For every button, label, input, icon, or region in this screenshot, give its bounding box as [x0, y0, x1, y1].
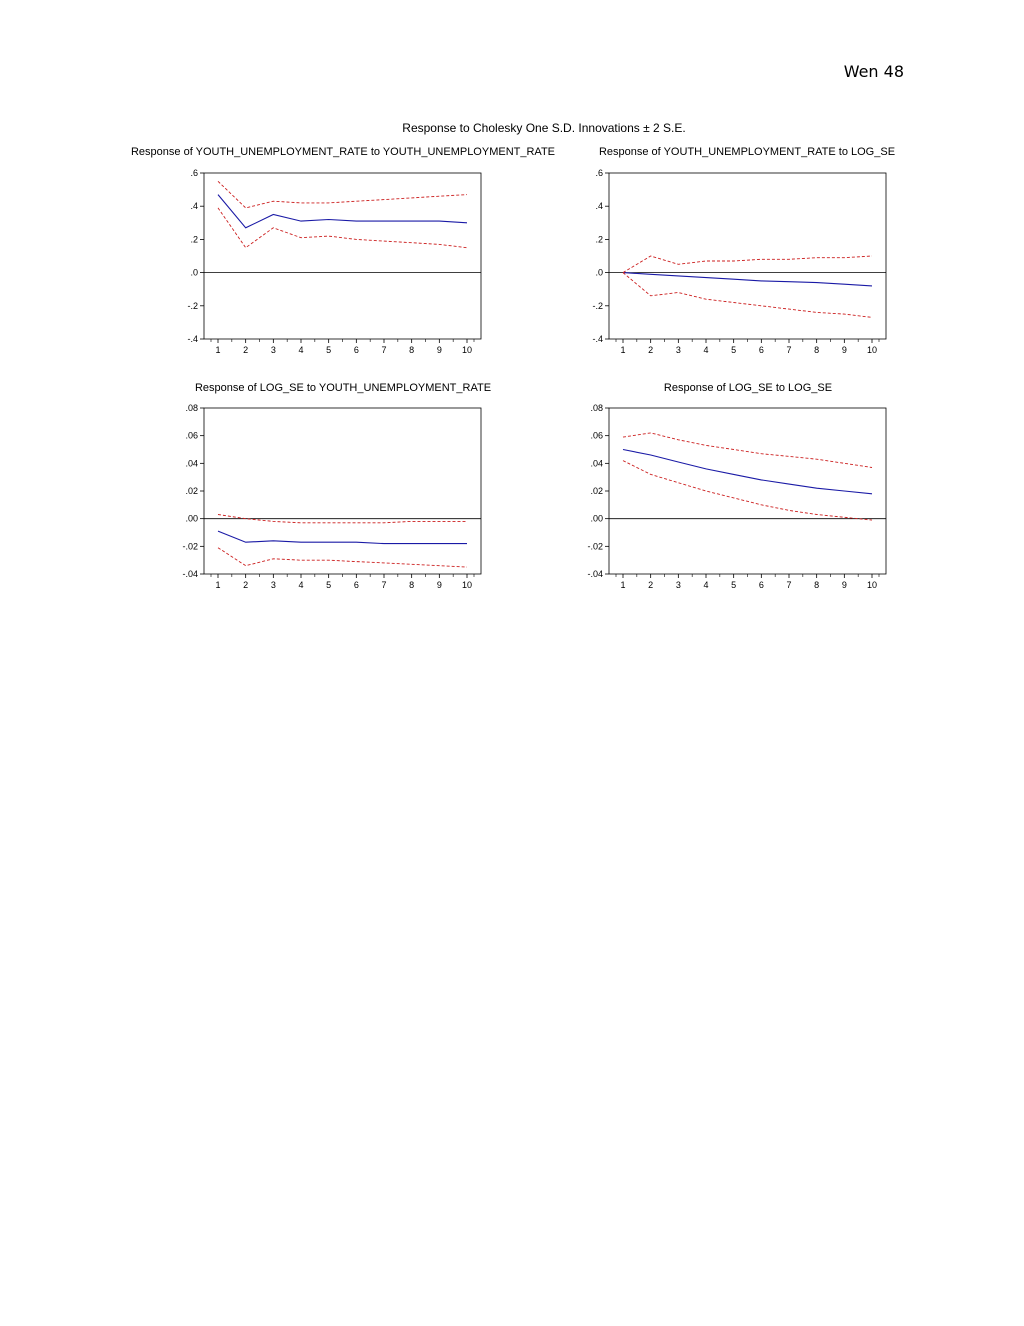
y-tick-label: .08: [185, 403, 198, 413]
y-tick-label: .0: [595, 268, 603, 278]
x-tick-label: 2: [243, 345, 248, 355]
x-tick-label: 7: [786, 345, 791, 355]
response-line: [217, 194, 468, 229]
y-tick-label: .0: [190, 268, 198, 278]
irf-chart-3: -.04 -.02 .00 .02 .04 .06 .08 1 2 3 4 5 6 7 8 9 10: [182, 403, 482, 590]
y-tick-label: -.2: [592, 301, 603, 311]
y-tick-label: .06: [590, 431, 603, 441]
y-tick-label: .02: [185, 486, 198, 496]
x-tick-label: 4: [703, 345, 708, 355]
y-tick-label: -.2: [187, 301, 198, 311]
y-tick-label: .6: [595, 168, 603, 178]
x-tick-label: 9: [842, 580, 847, 590]
x-tick-label: 7: [381, 345, 386, 355]
x-tick-label: 2: [648, 580, 653, 590]
upper-band-line: [622, 432, 873, 468]
x-tick-label: 3: [271, 345, 276, 355]
x-tick-label: 10: [867, 345, 877, 355]
x-tick-label: 6: [759, 345, 764, 355]
y-tick-label: -.4: [187, 334, 198, 344]
x-tick-label: 8: [814, 580, 819, 590]
y-tick-label: .02: [590, 486, 603, 496]
x-tick-label: 4: [298, 580, 303, 590]
y-tick-label: .00: [590, 514, 603, 524]
y-tick-label: .2: [190, 234, 198, 244]
x-tick-label: 6: [759, 580, 764, 590]
y-tick-label: .04: [590, 458, 603, 468]
response-line: [217, 530, 467, 545]
lower-band-line: [622, 272, 873, 318]
x-tick-label: 4: [703, 580, 708, 590]
upper-band-line: [217, 514, 467, 524]
panel-title-2: Response of YOUTH_UNEMPLOYMENT_RATE to L…: [598, 146, 896, 158]
x-tick-label: 6: [354, 580, 359, 590]
y-tick-label: .06: [185, 431, 198, 441]
x-tick-label: 8: [814, 345, 819, 355]
irf-chart-2: -.4 -.2 .0 .2 .4 .6 1 2 3 4 5 6 7 8 9 10: [592, 168, 887, 355]
lower-band-line: [217, 547, 468, 568]
page-header: Wen 48: [843, 62, 904, 81]
x-tick-label: 10: [462, 345, 472, 355]
y-tick-label: .04: [185, 458, 198, 468]
x-tick-label: 1: [620, 345, 625, 355]
y-tick-label: -.04: [587, 569, 603, 579]
lower-band-line: [217, 207, 468, 249]
y-tick-label: .4: [190, 201, 198, 211]
x-tick-label: 1: [620, 580, 625, 590]
x-tick-label: 5: [731, 345, 736, 355]
y-tick-label: .08: [590, 403, 603, 413]
x-tick-label: 1: [215, 345, 220, 355]
figure-title: Response to Cholesky One S.D. Innovation…: [402, 121, 686, 135]
y-tick-label: -.4: [592, 334, 603, 344]
x-tick-label: 10: [867, 580, 877, 590]
x-tick-label: 3: [676, 580, 681, 590]
x-tick-label: 3: [271, 580, 276, 590]
x-tick-label: 5: [326, 580, 331, 590]
x-tick-label: 5: [731, 580, 736, 590]
y-tick-label: .00: [185, 514, 198, 524]
panel-title-3: Response of LOG_SE to YOUTH_UNEMPLOYMENT…: [194, 382, 492, 394]
panel-title-1: Response of YOUTH_UNEMPLOYMENT_RATE to Y…: [130, 146, 555, 158]
irf-chart-1: -.4 -.2 .0 .2 .4 .6 1 2 3 4 5 6 7 8 9 10: [187, 168, 482, 355]
x-tick-label: 8: [409, 580, 414, 590]
x-tick-label: 3: [676, 345, 681, 355]
lower-band-line: [622, 460, 873, 521]
plot-frame: [203, 407, 482, 575]
x-tick-label: 7: [381, 580, 386, 590]
x-tick-label: 7: [786, 580, 791, 590]
y-tick-label: .2: [595, 234, 603, 244]
irf-chart-4: -.04 -.02 .00 .02 .04 .06 .08 1 2 3 4 5 6 7 8 9 10: [587, 403, 887, 590]
upper-band-line: [622, 255, 873, 273]
y-tick-label: -.04: [182, 569, 198, 579]
response-line: [622, 448, 873, 495]
panel-title-4: Response of LOG_SE to LOG_SE: [663, 382, 833, 394]
y-tick-label: -.02: [182, 541, 198, 551]
x-tick-label: 5: [326, 345, 331, 355]
x-tick-label: 9: [437, 580, 442, 590]
y-tick-label: -.02: [587, 541, 603, 551]
x-tick-label: 4: [298, 345, 303, 355]
x-tick-label: 8: [409, 345, 414, 355]
x-tick-label: 9: [842, 345, 847, 355]
upper-band-line: [217, 180, 468, 209]
response-line: [622, 272, 873, 287]
x-tick-label: 9: [437, 345, 442, 355]
x-tick-label: 2: [648, 345, 653, 355]
y-tick-label: .6: [190, 168, 198, 178]
x-tick-label: 1: [215, 580, 220, 590]
x-tick-label: 10: [462, 580, 472, 590]
plot-frame: [203, 172, 482, 340]
x-tick-label: 6: [354, 345, 359, 355]
y-tick-label: .4: [595, 201, 603, 211]
x-tick-label: 2: [243, 580, 248, 590]
